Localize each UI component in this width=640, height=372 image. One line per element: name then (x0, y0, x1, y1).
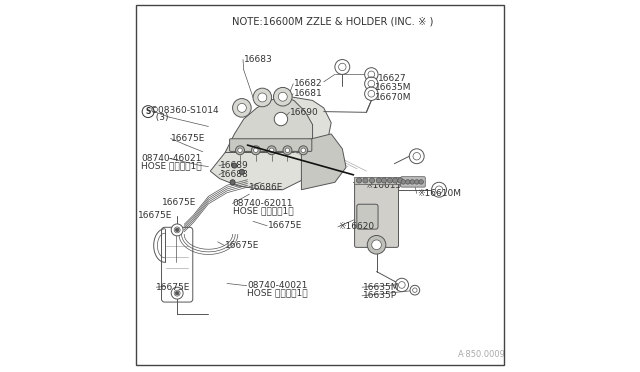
Circle shape (252, 146, 260, 155)
Circle shape (410, 149, 424, 164)
Text: 16683: 16683 (244, 55, 273, 64)
Text: S: S (145, 107, 151, 116)
Circle shape (410, 285, 420, 295)
Circle shape (397, 178, 403, 183)
Text: 16675E: 16675E (225, 241, 259, 250)
FancyBboxPatch shape (396, 177, 406, 184)
FancyBboxPatch shape (371, 177, 385, 184)
Circle shape (365, 77, 378, 90)
Circle shape (372, 240, 381, 250)
Text: HOSE ホース（1）: HOSE ホース（1） (232, 206, 293, 215)
Circle shape (172, 287, 183, 299)
Circle shape (175, 291, 179, 295)
Circle shape (419, 180, 424, 184)
Circle shape (253, 148, 258, 153)
Circle shape (335, 60, 349, 74)
Circle shape (301, 148, 305, 153)
Circle shape (239, 169, 244, 174)
FancyBboxPatch shape (401, 177, 425, 187)
Circle shape (365, 68, 378, 81)
FancyBboxPatch shape (385, 177, 396, 184)
Text: 16686E: 16686E (250, 183, 284, 192)
Circle shape (369, 178, 374, 183)
Text: NOTE:16600M ZZLE & HOLDER (INC. ※ ): NOTE:16600M ZZLE & HOLDER (INC. ※ ) (232, 17, 434, 27)
Text: ※16610M: ※16610M (417, 189, 461, 198)
FancyBboxPatch shape (357, 204, 378, 229)
Circle shape (237, 103, 246, 112)
Text: ※16613: ※16613 (365, 181, 401, 190)
Circle shape (142, 106, 154, 118)
Text: 16689: 16689 (220, 161, 248, 170)
Text: 16627: 16627 (378, 74, 406, 83)
Circle shape (363, 178, 368, 183)
Text: 08740-46021: 08740-46021 (141, 154, 202, 163)
Text: HOSE ホース（1）: HOSE ホース（1） (141, 161, 202, 170)
Circle shape (269, 148, 274, 153)
Circle shape (238, 148, 243, 153)
Circle shape (381, 178, 387, 183)
Circle shape (376, 178, 381, 183)
Circle shape (230, 180, 235, 185)
Circle shape (413, 288, 417, 292)
Circle shape (401, 180, 406, 184)
Text: 16635M: 16635M (375, 83, 412, 92)
Circle shape (253, 88, 271, 107)
Circle shape (175, 228, 179, 232)
Text: HOSE ホース（1）: HOSE ホース（1） (248, 288, 308, 297)
Circle shape (410, 180, 415, 184)
Circle shape (415, 180, 419, 184)
Polygon shape (225, 97, 312, 153)
Text: 16635M: 16635M (363, 283, 399, 292)
Text: 08740-40021: 08740-40021 (248, 281, 308, 290)
Circle shape (395, 278, 408, 292)
Circle shape (172, 224, 183, 236)
Circle shape (275, 112, 287, 126)
Circle shape (278, 92, 287, 101)
FancyBboxPatch shape (354, 177, 371, 184)
Text: 16690: 16690 (291, 108, 319, 117)
Text: ©08360-S1014: ©08360-S1014 (150, 106, 220, 115)
Circle shape (299, 146, 308, 155)
Text: A·850.0009: A·850.0009 (458, 350, 506, 359)
Circle shape (285, 148, 290, 153)
Circle shape (273, 87, 292, 106)
Text: 16675E: 16675E (156, 283, 191, 292)
Text: ※16620: ※16620 (338, 222, 374, 231)
Text: 16675E: 16675E (163, 198, 196, 207)
Circle shape (392, 178, 397, 183)
Circle shape (267, 146, 276, 155)
Circle shape (406, 180, 410, 184)
Circle shape (236, 146, 244, 155)
Text: 16681: 16681 (294, 89, 323, 98)
FancyBboxPatch shape (355, 182, 399, 247)
Text: 16670M: 16670M (375, 93, 412, 102)
Text: 16635P: 16635P (363, 291, 397, 300)
Text: 16688: 16688 (220, 170, 248, 179)
FancyBboxPatch shape (230, 139, 312, 151)
Circle shape (387, 178, 392, 183)
Text: 08740-62011: 08740-62011 (232, 199, 293, 208)
Polygon shape (301, 134, 346, 190)
Text: 16675E: 16675E (268, 221, 302, 230)
Text: 16682: 16682 (294, 79, 323, 88)
Circle shape (232, 163, 237, 168)
Text: (3): (3) (150, 113, 168, 122)
Text: 16675E: 16675E (172, 134, 205, 143)
Circle shape (232, 99, 251, 117)
Circle shape (258, 93, 267, 102)
Circle shape (283, 146, 292, 155)
FancyBboxPatch shape (161, 227, 193, 302)
Circle shape (356, 178, 362, 183)
Circle shape (365, 87, 378, 100)
Circle shape (431, 182, 447, 197)
Circle shape (367, 235, 386, 254)
Text: 16675E: 16675E (138, 211, 172, 219)
Polygon shape (211, 97, 331, 190)
